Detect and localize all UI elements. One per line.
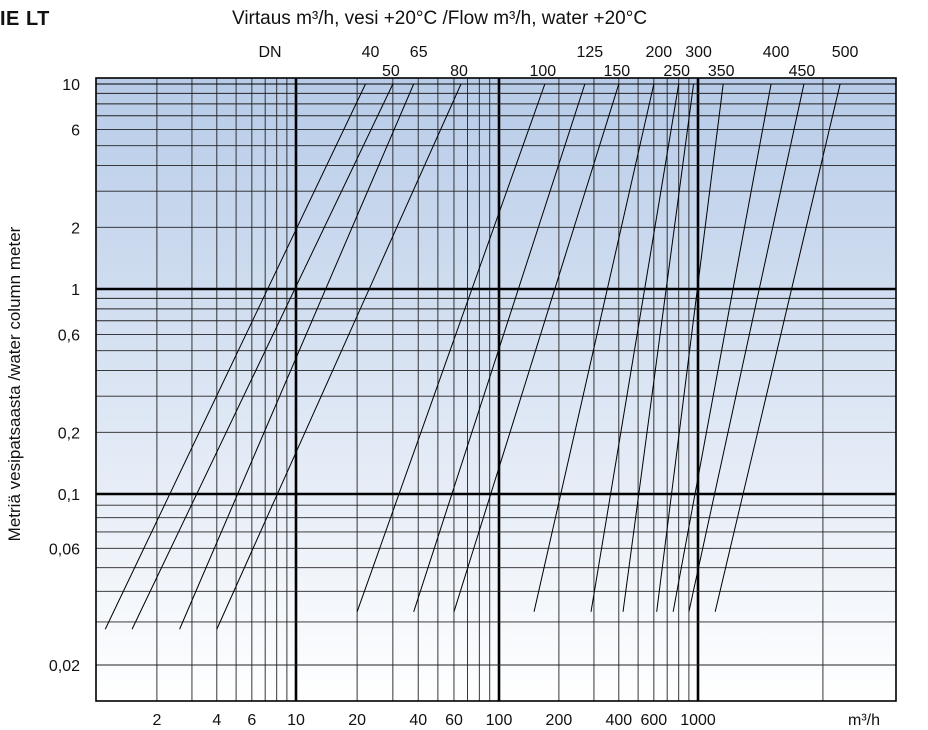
y-tick-label: 0,06 bbox=[49, 541, 80, 558]
series-label-dn-40: 40 bbox=[362, 44, 380, 61]
y-tick-label: 0,1 bbox=[58, 487, 80, 504]
series-label-dn-125: 125 bbox=[576, 44, 603, 61]
x-tick-label: 10 bbox=[287, 712, 305, 729]
series-label-dn-500: 500 bbox=[832, 44, 859, 61]
series-line-dn-80 bbox=[216, 83, 462, 630]
y-tick-label: 10 bbox=[62, 77, 80, 94]
plot-background bbox=[96, 78, 896, 701]
x-tick-label: 60 bbox=[445, 712, 463, 729]
x-tick-label: 400 bbox=[605, 712, 632, 729]
series-line-dn-450 bbox=[688, 83, 805, 612]
page-title: IE LT bbox=[0, 8, 50, 30]
x-tick-label: 40 bbox=[409, 712, 427, 729]
series-label-dn-50: 50 bbox=[382, 63, 400, 80]
dn-label: DN bbox=[258, 44, 281, 61]
y-tick-label: 0,2 bbox=[58, 425, 80, 442]
series-label-dn-100: 100 bbox=[530, 63, 557, 80]
y-tick-label: 0,02 bbox=[49, 658, 80, 675]
y-tick-label: 0,6 bbox=[58, 327, 80, 344]
series-label-dn-300: 300 bbox=[685, 44, 712, 61]
series-line-dn-50 bbox=[131, 83, 394, 630]
x-axis-unit-label: m³/h bbox=[848, 712, 880, 729]
series-label-dn-250: 250 bbox=[663, 63, 690, 80]
x-tick-label: 6 bbox=[247, 712, 256, 729]
series-line-dn-350 bbox=[656, 83, 724, 612]
x-tick-label: 4 bbox=[212, 712, 221, 729]
plot-frame bbox=[95, 77, 897, 702]
y-tick-label: 1 bbox=[71, 282, 80, 299]
x-tick-label: 1000 bbox=[680, 712, 716, 729]
series-line-dn-500 bbox=[714, 83, 841, 612]
series-line-dn-125 bbox=[413, 83, 586, 612]
series-label-dn-400: 400 bbox=[763, 44, 790, 61]
y-tick-label: 6 bbox=[71, 122, 80, 139]
series-line-dn-250 bbox=[590, 83, 680, 612]
x-tick-label: 20 bbox=[348, 712, 366, 729]
series-label-dn-80: 80 bbox=[450, 63, 468, 80]
x-tick-label: 600 bbox=[641, 712, 668, 729]
y-tick-label: 2 bbox=[71, 220, 80, 237]
series-line-dn-100 bbox=[356, 83, 546, 612]
series-line-dn-65 bbox=[179, 83, 415, 630]
series-label-dn-200: 200 bbox=[646, 44, 673, 61]
x-tick-label: 100 bbox=[486, 712, 513, 729]
x-tick-label: 200 bbox=[546, 712, 573, 729]
series-label-dn-150: 150 bbox=[603, 63, 630, 80]
series-line-dn-400 bbox=[672, 83, 772, 612]
series-label-dn-350: 350 bbox=[708, 63, 735, 80]
series-label-dn-450: 450 bbox=[789, 63, 816, 80]
chart-title: Virtaus m³/h, vesi +20°C /Flow m³/h, wat… bbox=[232, 8, 648, 29]
x-tick-label: 2 bbox=[152, 712, 161, 729]
series-label-dn-65: 65 bbox=[410, 44, 428, 61]
series-line-dn-300 bbox=[622, 83, 695, 612]
series-line-dn-150 bbox=[453, 83, 620, 612]
series-line-dn-200 bbox=[533, 83, 655, 612]
series-line-dn-40 bbox=[104, 83, 366, 630]
